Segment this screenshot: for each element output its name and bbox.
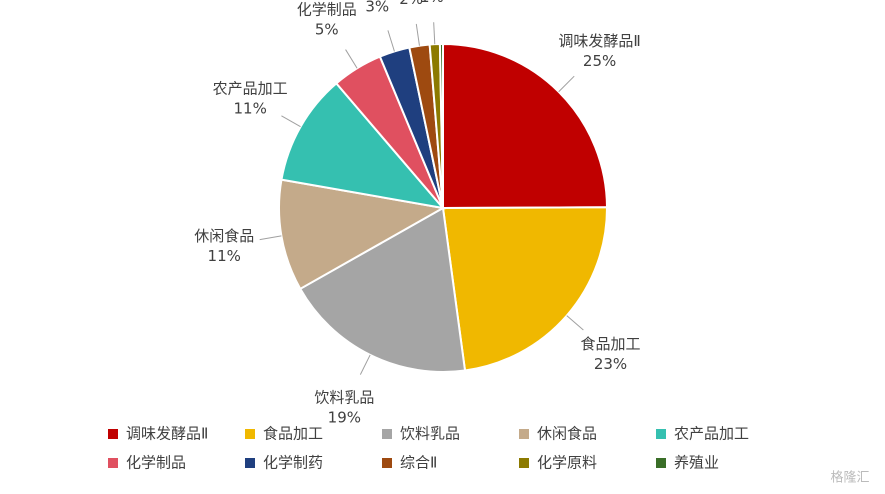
legend-swatch (519, 429, 529, 439)
slice-value: 1% (420, 0, 444, 6)
leader-line (558, 75, 575, 93)
slice-label: 食品加工 (581, 335, 641, 353)
slice-value: 23% (594, 355, 627, 373)
legend-swatch (108, 429, 118, 439)
leader-line (359, 354, 371, 375)
leader-line (259, 235, 282, 241)
legend-label: 综合Ⅱ (400, 454, 437, 472)
legend-swatch (108, 458, 118, 468)
legend-label: 化学原料 (537, 454, 597, 472)
legend-label: 化学制药 (263, 454, 323, 472)
slice-value: 25% (583, 52, 616, 70)
pie-slice (442, 42, 609, 210)
slice-value: 19% (328, 408, 361, 426)
legend-label: 调味发酵品Ⅱ (126, 425, 208, 443)
leader-line (566, 315, 584, 331)
legend-label: 养殖业 (674, 454, 719, 472)
legend-swatch (656, 429, 666, 439)
legend-swatch (382, 458, 392, 468)
legend-label: 化学制品 (126, 454, 186, 472)
slice-label: 饮料乳品 (314, 388, 374, 406)
pie-slice (438, 42, 444, 209)
pie-slice (441, 206, 608, 372)
slice-label: 调味发酵品Ⅱ (558, 32, 640, 50)
leader-line (345, 49, 358, 69)
slice-label: 化学制品 (297, 0, 357, 18)
pie-slice (280, 81, 446, 210)
slice-value: 3% (365, 0, 389, 15)
legend-label: 农产品加工 (674, 425, 749, 443)
legend-swatch (245, 458, 255, 468)
legend-swatch (245, 429, 255, 439)
leader-line (281, 115, 301, 128)
slice-value: 5% (315, 20, 339, 38)
legend-label: 休闲食品 (537, 425, 597, 443)
pie-slice (278, 178, 446, 291)
slice-value: 2% (399, 0, 423, 8)
legend-swatch (519, 458, 529, 468)
leader-line (387, 30, 395, 52)
pie-slice (298, 206, 467, 373)
legend-label: 饮料乳品 (400, 425, 460, 443)
legend-swatch (656, 458, 666, 468)
leader-line (415, 23, 420, 46)
legend-swatch (382, 429, 392, 439)
slice-label: 休闲食品 (194, 227, 254, 245)
slice-value: 11% (208, 247, 241, 265)
watermark: 格隆汇 (830, 470, 869, 486)
slice-label: 农产品加工 (213, 80, 288, 98)
slice-value: 11% (233, 100, 266, 118)
leader-line (433, 22, 436, 45)
legend-label: 食品加工 (263, 425, 323, 443)
